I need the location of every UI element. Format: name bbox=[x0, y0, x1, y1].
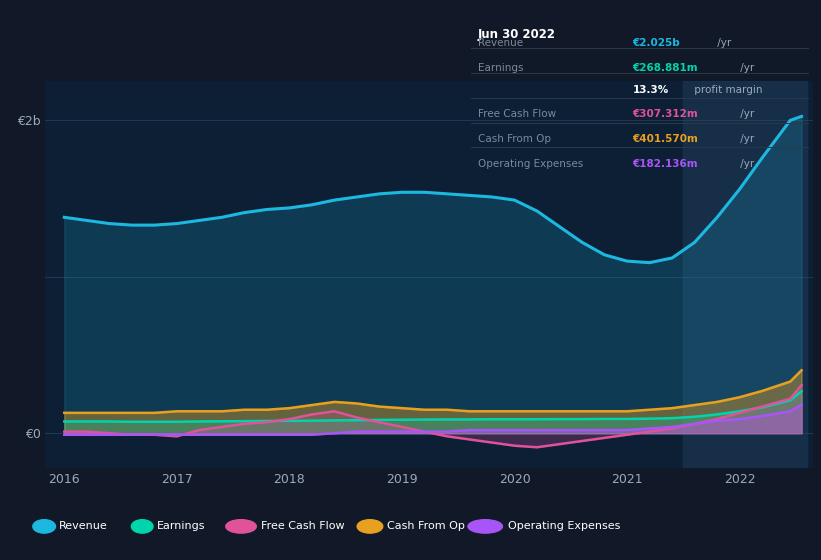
Circle shape bbox=[33, 520, 56, 533]
Text: €2.025b: €2.025b bbox=[632, 38, 681, 48]
Text: €268.881m: €268.881m bbox=[632, 63, 698, 73]
Text: Cash From Op: Cash From Op bbox=[478, 134, 551, 144]
Circle shape bbox=[468, 520, 502, 533]
Text: Earnings: Earnings bbox=[157, 521, 205, 531]
Circle shape bbox=[226, 520, 256, 533]
Circle shape bbox=[131, 520, 153, 533]
Circle shape bbox=[357, 520, 383, 533]
Text: Revenue: Revenue bbox=[478, 38, 523, 48]
Text: /yr: /yr bbox=[737, 63, 754, 73]
Text: Revenue: Revenue bbox=[59, 521, 108, 531]
Text: Operating Expenses: Operating Expenses bbox=[478, 159, 583, 169]
Text: €182.136m: €182.136m bbox=[632, 159, 698, 169]
Text: profit margin: profit margin bbox=[690, 85, 762, 95]
Text: €307.312m: €307.312m bbox=[632, 109, 699, 119]
Text: Jun 30 2022: Jun 30 2022 bbox=[478, 29, 556, 41]
Text: Free Cash Flow: Free Cash Flow bbox=[478, 109, 556, 119]
Text: /yr: /yr bbox=[713, 38, 731, 48]
Text: /yr: /yr bbox=[737, 159, 754, 169]
Text: /yr: /yr bbox=[737, 134, 754, 144]
Text: Free Cash Flow: Free Cash Flow bbox=[261, 521, 345, 531]
Bar bbox=[683, 81, 807, 468]
Text: Earnings: Earnings bbox=[478, 63, 524, 73]
Text: Cash From Op: Cash From Op bbox=[387, 521, 465, 531]
Text: /yr: /yr bbox=[737, 109, 754, 119]
Text: Operating Expenses: Operating Expenses bbox=[508, 521, 621, 531]
Text: €401.570m: €401.570m bbox=[632, 134, 699, 144]
Text: 13.3%: 13.3% bbox=[632, 85, 669, 95]
